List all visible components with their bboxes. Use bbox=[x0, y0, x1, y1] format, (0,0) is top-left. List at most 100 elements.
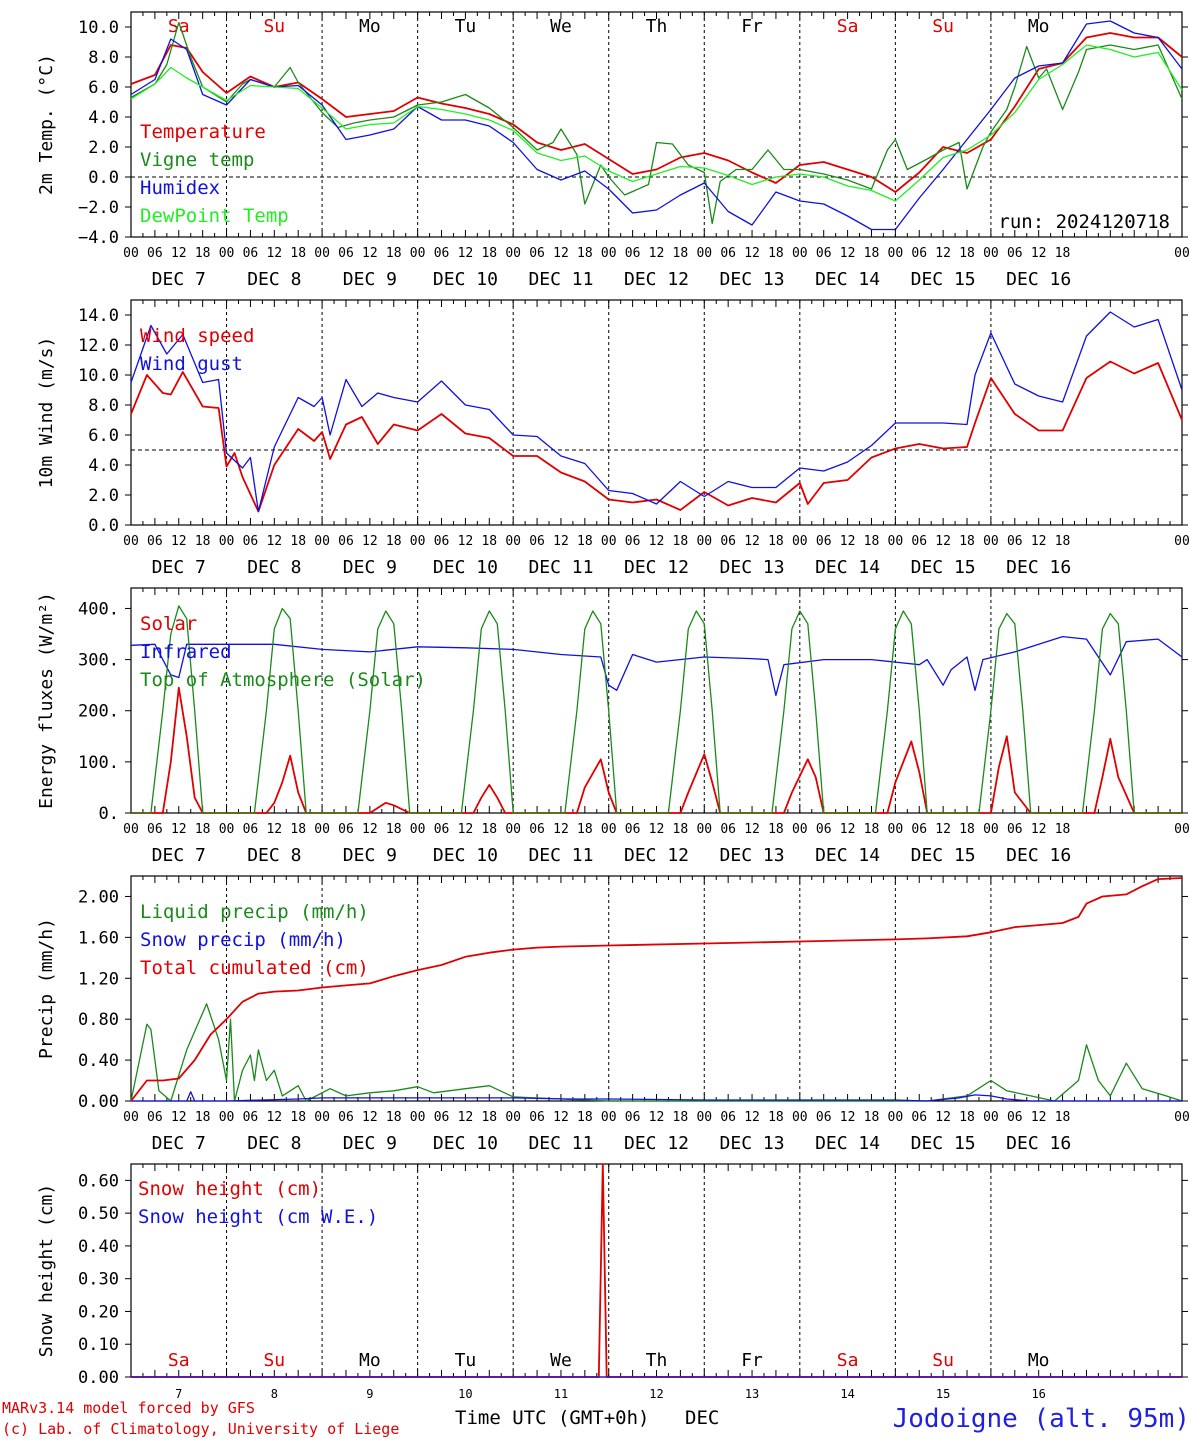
x-tick-label: 18 bbox=[1055, 822, 1071, 837]
x-day-label: DEC 8 bbox=[247, 269, 301, 290]
lab-credit: (c) Lab. of Climatology, University of L… bbox=[2, 1420, 399, 1438]
x-day-number: 10 bbox=[458, 1387, 472, 1401]
x-tick-label: 18 bbox=[386, 1110, 402, 1125]
x-day-label: DEC 10 bbox=[433, 845, 498, 866]
x-tick-label: 18 bbox=[386, 822, 402, 837]
y-tick-label: 0.40 bbox=[78, 1237, 119, 1257]
y-tick-label: 6.0 bbox=[88, 78, 119, 98]
x-tick-label: 06 bbox=[338, 1110, 354, 1125]
legend-entry: Total cumulated (cm) bbox=[140, 957, 369, 979]
x-tick-label: 12 bbox=[935, 822, 951, 837]
y-tick-label: 400. bbox=[78, 599, 119, 619]
x-tick-label: 06 bbox=[720, 246, 736, 261]
y-tick-label: 1.20 bbox=[78, 969, 119, 989]
x-tick-label: 12 bbox=[553, 534, 569, 549]
x-tick-label: 00 bbox=[601, 246, 617, 261]
x-tick-label: 06 bbox=[243, 822, 259, 837]
x-tick-label: 12 bbox=[171, 1110, 187, 1125]
x-tick-label: 00 bbox=[505, 1110, 521, 1125]
series-line bbox=[131, 686, 1182, 814]
y-tick-label: 0.20 bbox=[78, 1302, 119, 1322]
y-tick-label: 4.0 bbox=[88, 108, 119, 128]
chart-panel-3: 00 06 12 18 DEC 7 00 06 12 18 DEC 8 00 06 12 18 DEC 9 0… bbox=[36, 587, 1190, 866]
x-tick-label: 12 bbox=[649, 822, 665, 837]
y-tick-label: 300. bbox=[78, 651, 119, 671]
x-tick-label: 00 bbox=[1174, 822, 1190, 837]
x-tick-label: 00 bbox=[123, 534, 139, 549]
x-tick-label: 06 bbox=[529, 1110, 545, 1125]
weekday-label: Mo bbox=[359, 1350, 381, 1371]
x-day-label: DEC 11 bbox=[528, 845, 593, 866]
legend-entry: Humidex bbox=[140, 177, 220, 199]
x-tick-label: 00 bbox=[219, 246, 235, 261]
weekday-label: Mo bbox=[359, 16, 381, 37]
x-tick-label: 12 bbox=[935, 246, 951, 261]
x-tick-label: 12 bbox=[266, 246, 282, 261]
x-tick-label: 06 bbox=[147, 534, 163, 549]
x-tick-label: 12 bbox=[840, 1110, 856, 1125]
x-tick-label: 06 bbox=[911, 534, 927, 549]
x-tick-label: 18 bbox=[386, 246, 402, 261]
x-tick-label: 18 bbox=[768, 822, 784, 837]
x-day-label: DEC 8 bbox=[247, 845, 301, 866]
x-tick-label: 06 bbox=[434, 246, 450, 261]
y-axis-label: 2m Temp. (°C) bbox=[36, 54, 57, 195]
legend-entry: Liquid precip (mm/h) bbox=[140, 901, 369, 923]
x-tick-label: 00 bbox=[314, 534, 330, 549]
x-tick-label: 12 bbox=[649, 1110, 665, 1125]
legend-entry: Top of Atmosphere (Solar) bbox=[140, 669, 426, 691]
x-tick-label: 00 bbox=[696, 1110, 712, 1125]
x-tick-label: 00 bbox=[1174, 1110, 1190, 1125]
x-tick-label: 06 bbox=[243, 1110, 259, 1125]
x-tick-label: 18 bbox=[577, 1110, 593, 1125]
y-tick-label: 10.0 bbox=[78, 18, 119, 38]
x-tick-label: 00 bbox=[696, 246, 712, 261]
x-tick-label: 12 bbox=[458, 534, 474, 549]
weekday-label: Su bbox=[263, 1350, 285, 1371]
x-tick-label: 00 bbox=[505, 246, 521, 261]
x-day-label: DEC 9 bbox=[343, 845, 397, 866]
y-tick-label: 0.50 bbox=[78, 1204, 119, 1224]
x-tick-label: 06 bbox=[911, 246, 927, 261]
x-tick-label: 18 bbox=[673, 822, 689, 837]
x-tick-label: 00 bbox=[601, 1110, 617, 1125]
x-day-label: DEC 14 bbox=[815, 845, 880, 866]
y-tick-label: −2.0 bbox=[78, 198, 119, 218]
x-tick-label: 00 bbox=[888, 822, 904, 837]
weekday-label: We bbox=[550, 16, 572, 37]
x-day-number: 13 bbox=[745, 1387, 759, 1401]
series-line bbox=[130, 311, 1183, 513]
x-tick-label: 18 bbox=[386, 534, 402, 549]
x-tick-label: 06 bbox=[720, 1110, 736, 1125]
x-tick-label: 12 bbox=[744, 246, 760, 261]
x-tick-label: 06 bbox=[816, 246, 832, 261]
x-tick-label: 00 bbox=[601, 822, 617, 837]
y-tick-label: 12.0 bbox=[78, 336, 119, 356]
x-tick-label: 06 bbox=[434, 1110, 450, 1125]
x-tick-label: 06 bbox=[625, 822, 641, 837]
x-tick-label: 18 bbox=[195, 534, 211, 549]
footer: MARv3.14 model forced by GFS (c) Lab. of… bbox=[2, 1399, 1190, 1438]
x-tick-label: 06 bbox=[243, 246, 259, 261]
x-tick-label: 06 bbox=[625, 534, 641, 549]
legend-entry: Snow precip (mm/h) bbox=[140, 929, 346, 951]
x-tick-label: 00 bbox=[505, 822, 521, 837]
y-tick-label: 200. bbox=[78, 702, 119, 722]
series-line bbox=[130, 877, 1183, 1102]
x-tick-label: 12 bbox=[171, 246, 187, 261]
x-tick-label: 00 bbox=[983, 534, 999, 549]
x-tick-label: 00 bbox=[314, 246, 330, 261]
y-axis-label: Energy fluxes (W/m²) bbox=[36, 592, 57, 809]
weekday-label: Sa bbox=[168, 16, 190, 37]
series-line bbox=[130, 32, 1183, 193]
y-tick-label: 100. bbox=[78, 753, 119, 773]
x-day-label: DEC 15 bbox=[911, 557, 976, 578]
y-tick-label: 4.0 bbox=[88, 456, 119, 476]
plot-frame bbox=[130, 11, 1183, 238]
x-tick-label: 06 bbox=[1007, 246, 1023, 261]
x-tick-label: 18 bbox=[768, 1110, 784, 1125]
x-tick-label: 00 bbox=[792, 534, 808, 549]
legend-entry: Temperature bbox=[140, 121, 266, 143]
x-tick-label: 18 bbox=[195, 246, 211, 261]
x-tick-label: 00 bbox=[219, 822, 235, 837]
